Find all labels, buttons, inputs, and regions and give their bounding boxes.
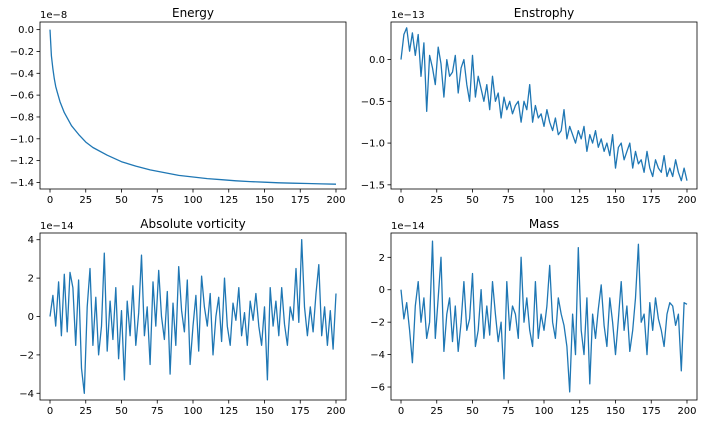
chart-title: Mass <box>529 217 559 231</box>
enstrophy-panel: Enstrophy 1e−13 0 25 50 75 100 125 150 175 200 0.0 −… <box>361 6 698 206</box>
x-tick-label: 150 <box>606 195 625 206</box>
y-tick-label: 4 <box>28 235 34 246</box>
x-tick-label: 0 <box>398 195 404 206</box>
y-tick-label: −0.5 <box>361 97 385 108</box>
energy-panel: Energy 1e−8 0 25 50 75 100 125 150 175 200 0.0 −0.2 −… <box>10 6 347 206</box>
x-tick-label: 100 <box>534 195 553 206</box>
x-tick-label: 125 <box>570 195 589 206</box>
x-tick-label: 25 <box>79 406 92 417</box>
axis-offset-label: 1e−13 <box>391 10 425 21</box>
y-tick-label: −2 <box>370 318 385 329</box>
y-tick-label: −4 <box>19 389 34 400</box>
y-tick-label: 2 <box>28 274 34 285</box>
x-tick-label: 25 <box>79 195 92 206</box>
y-tick-label: −1.5 <box>361 180 385 191</box>
y-tick-label: −0.4 <box>10 69 34 80</box>
y-tick-label: −1.4 <box>10 178 34 189</box>
axis-offset-label: 1e−14 <box>391 221 425 232</box>
y-tick-label: 0 <box>379 285 385 296</box>
series-line <box>400 240 688 393</box>
x-tick-label: 125 <box>219 195 238 206</box>
y-tick-label: −6 <box>370 383 385 394</box>
absolute-vorticity-panel: Absolute vorticity 1e−14 0 25 50 75 100 125 150 1… <box>19 217 347 417</box>
y-tick-label: −0.6 <box>10 91 34 102</box>
y-tick-label: −1.2 <box>10 156 34 167</box>
x-tick-label: 75 <box>502 406 515 417</box>
x-tick-label: 75 <box>502 195 515 206</box>
chart-title: Energy <box>172 6 214 20</box>
y-tick-label: −2 <box>19 350 34 361</box>
y-tick-label: 2 <box>379 253 385 264</box>
x-tick-label: 50 <box>115 406 128 417</box>
x-tick-label: 0 <box>47 406 53 417</box>
x-tick-label: 175 <box>642 406 661 417</box>
x-tick-label: 75 <box>151 406 164 417</box>
plot-area <box>390 21 698 190</box>
x-tick-label: 125 <box>570 406 589 417</box>
x-tick-label: 200 <box>326 406 345 417</box>
x-tick-label: 200 <box>326 195 345 206</box>
y-tick-label: 0 <box>28 312 34 323</box>
y-tick-label: 0.0 <box>369 55 385 66</box>
plot-area <box>39 21 347 190</box>
x-tick-label: 0 <box>398 406 404 417</box>
x-tick-label: 50 <box>466 195 479 206</box>
axis-offset-label: 1e−8 <box>40 10 67 21</box>
axis-offset-label: 1e−14 <box>40 221 74 232</box>
plot-area <box>39 232 347 401</box>
y-tick-label: 0.0 <box>18 25 34 36</box>
x-tick-label: 200 <box>677 195 696 206</box>
x-tick-label: 100 <box>183 195 202 206</box>
x-tick-label: 0 <box>47 195 53 206</box>
series-line <box>400 27 688 182</box>
y-tick-label: −4 <box>370 350 385 361</box>
x-tick-label: 175 <box>291 195 310 206</box>
chart-title: Enstrophy <box>514 6 574 20</box>
x-tick-label: 150 <box>255 406 274 417</box>
x-tick-label: 175 <box>642 195 661 206</box>
x-tick-label: 125 <box>219 406 238 417</box>
x-tick-label: 50 <box>466 406 479 417</box>
mass-panel: Mass 1e−14 0 25 50 75 100 125 150 175 200 2 0 −2 −4 −6 <box>370 217 698 417</box>
x-tick-label: 50 <box>115 195 128 206</box>
x-tick-label: 75 <box>151 195 164 206</box>
x-tick-label: 200 <box>677 406 696 417</box>
chart-title: Absolute vorticity <box>140 217 245 231</box>
series-line <box>49 239 337 394</box>
x-tick-label: 175 <box>291 406 310 417</box>
x-tick-label: 25 <box>430 406 443 417</box>
y-tick-label: −0.2 <box>10 47 34 58</box>
y-tick-label: −1.0 <box>10 134 34 145</box>
x-tick-label: 150 <box>255 195 274 206</box>
series-line <box>49 29 337 185</box>
y-tick-label: −1.0 <box>361 139 385 150</box>
x-tick-label: 100 <box>183 406 202 417</box>
y-tick-label: −0.8 <box>10 112 34 123</box>
x-tick-label: 100 <box>534 406 553 417</box>
x-tick-label: 150 <box>606 406 625 417</box>
x-tick-label: 25 <box>430 195 443 206</box>
